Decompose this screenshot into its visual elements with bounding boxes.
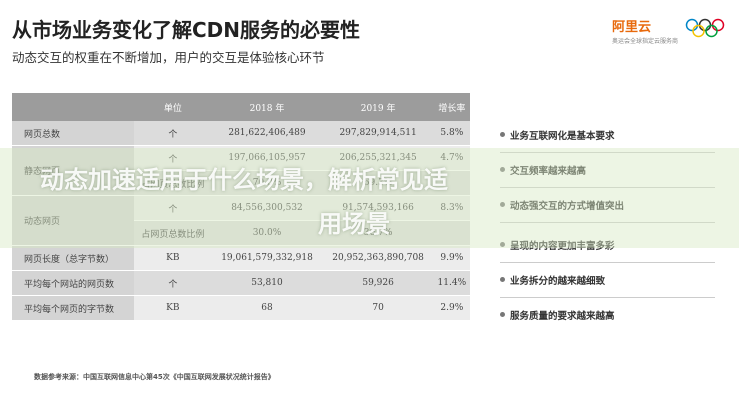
header-cell: 增长率 [433, 93, 470, 121]
table-row: 平均每个网站的网页数个 53,810 59,926 11.4% [12, 270, 470, 296]
table-cell: 206,255,321,345 [322, 145, 434, 171]
table-row: 占网页总数比例 70.0% 69.3% [12, 170, 470, 196]
table-cell: 个 [134, 270, 212, 296]
table-cell: 281,622,406,489 [211, 121, 323, 146]
header-cell: 2019 年 [322, 93, 434, 121]
table-cell: 197,066,105,957 [211, 145, 323, 171]
table-cell: 19,061,579,332,918 [211, 245, 323, 271]
table-cell: 5.8% [433, 121, 470, 146]
separator [500, 297, 715, 298]
table-cell [433, 170, 470, 196]
data-table: 单位 2018 年 2019 年增长率 网页总数个 281,622,406,489 297… [12, 93, 470, 321]
row-label: 动态网页 [12, 195, 135, 246]
table-cell: 2.9% [433, 295, 470, 321]
bullet: 业务互联网化是基本要求 [500, 128, 615, 142]
table-row: 动态网页个 84,556,300,532 91,574,593,166 8.3% [12, 195, 470, 246]
table-cell: KB [134, 295, 212, 321]
table-cell: 70.0% [211, 170, 323, 196]
table-cell [433, 220, 470, 246]
header-cell [12, 93, 135, 121]
table-cell: 8.3% [433, 195, 470, 221]
table-cell: 68 [211, 295, 323, 321]
logo-tagline: 奥运会全球指定云服务商 [612, 38, 679, 45]
row-label: 网页总数 [12, 121, 135, 146]
watermark: 动态加速适用于什么场景，解析常见适 [40, 166, 448, 194]
table-cell: 30.7% [322, 220, 434, 246]
table-cell: 占网页总数比例 [134, 220, 212, 246]
table-cell: 59,926 [322, 270, 434, 296]
subtitle: 动态交互的权重在不断增加，用户的交互是体验核心环节 [12, 50, 325, 65]
table-cell: 个 [134, 121, 212, 146]
separator [500, 187, 715, 188]
separator [500, 152, 715, 153]
table-cell: 占网页总数比例 [134, 170, 212, 196]
table-row: 静态网页个 197,066,105,957 206,255,321,345 4.7% [12, 145, 470, 196]
table-cell: 53,810 [211, 270, 323, 296]
header-cell: 单位 [134, 93, 212, 121]
table-cell: 69.3% [322, 170, 434, 196]
table-cell: 20,952,363,890,708 [322, 245, 434, 271]
separator [500, 262, 715, 263]
bullet: 业务拆分的越来越细致 [499, 273, 605, 287]
row-label: 静态网页 [12, 145, 135, 196]
row-label: 网页长度（总字节数） [12, 245, 135, 271]
bullet: 服务质量的要求越来越高 [500, 308, 615, 322]
table-row: 网页总数个 281,622,406,489 297,829,914,511 5.8% [12, 121, 470, 146]
table-cell: 11.4% [433, 270, 470, 296]
table-cell: 297,829,914,511 [322, 121, 434, 146]
row-label: 平均每个网页的字节数 [12, 295, 135, 321]
header-cell: 2018 年 [211, 93, 323, 121]
table-cell: 4.7% [433, 145, 470, 171]
row-label: 平均每个网站的网页数 [12, 270, 135, 296]
table-cell: 个 [134, 145, 212, 171]
separator [500, 222, 715, 223]
table-cell: KB [134, 245, 212, 271]
watermark-band [0, 148, 739, 248]
table-cell: 30.0% [211, 220, 323, 246]
bullet: 交互频率越来越高 [499, 163, 586, 177]
olympic-rings [685, 18, 725, 38]
table-cell: 84,556,300,532 [211, 195, 323, 221]
bullet: 动态强交互的方式增值突出 [499, 198, 624, 212]
table-cell: 91,574,593,166 [322, 195, 434, 221]
table-cell: 9.9% [433, 245, 470, 271]
watermark: 用场景 [318, 210, 390, 238]
table-row: 占网页总数比例 30.0% 30.7% [12, 220, 470, 246]
table-cell: 个 [134, 195, 212, 221]
title: 从市场业务变化了解CDN服务的必要性 [12, 18, 361, 42]
source: 数据参考来源：中国互联网信息中心第45次《中国互联网发展状况统计报告》 [34, 373, 275, 381]
logo: 阿里云 [612, 20, 652, 35]
bullet: 呈现的内容更加丰富多彩 [500, 238, 615, 252]
table-cell: 70 [322, 295, 434, 321]
table-row: 网页长度（总字节数） KB 19,061,579,332,918 20,952,363… [12, 245, 470, 271]
table-row: 平均每个网页的字节数 KB 68 70 2.9% [12, 295, 470, 321]
